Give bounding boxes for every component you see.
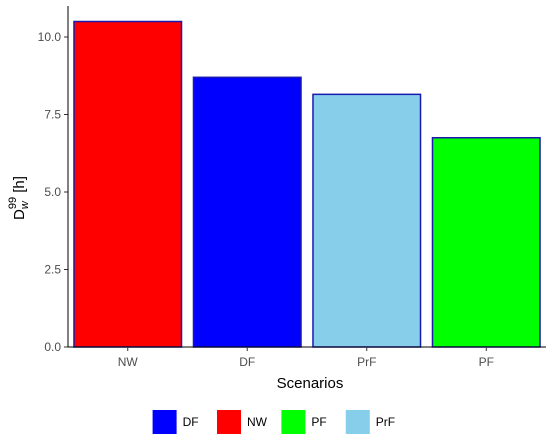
legend-swatch-df <box>152 410 177 434</box>
y-axis-title-unit: [h] <box>11 176 28 197</box>
x-tick-label: PrF <box>357 355 376 369</box>
y-tick-label: 10.0 <box>38 30 62 44</box>
y-tick-label: 5.0 <box>44 185 61 199</box>
legend-label-prf: PrF <box>376 415 395 429</box>
y-tick-label: 2.5 <box>44 263 61 277</box>
legend-swatch-nw <box>217 410 241 434</box>
y-axis-title-subscript: w <box>19 200 31 209</box>
y-axis-title-base: D <box>11 209 28 220</box>
legend-label-pf: PF <box>311 415 326 429</box>
y-axis-title: Dw99 [h] <box>7 176 31 220</box>
x-tick-label: PF <box>479 355 494 369</box>
y-axis-title-superscript: 99 <box>7 197 19 209</box>
y-tick-label: 0.0 <box>44 340 61 354</box>
y-axis-ticks: 0.0 2.5 5.0 7.5 10.0 <box>38 30 68 354</box>
y-tick-label: 7.5 <box>44 108 61 122</box>
legend-label-df: DF <box>183 415 199 429</box>
bars <box>73 20 541 348</box>
x-axis-ticks: NW DF PrF PF <box>118 347 494 369</box>
x-tick-label: DF <box>239 355 255 369</box>
x-axis-title: Scenarios <box>277 375 344 392</box>
x-tick-label: NW <box>118 355 139 369</box>
legend: DF NW PF PrF <box>152 410 395 434</box>
legend-swatch-prf <box>345 410 370 434</box>
legend-label-nw: NW <box>247 415 268 429</box>
bar-nw <box>73 20 183 348</box>
bar-prf <box>312 93 422 348</box>
bar-df <box>192 76 302 348</box>
legend-swatch-pf <box>281 410 306 434</box>
bar-pf <box>431 137 541 348</box>
